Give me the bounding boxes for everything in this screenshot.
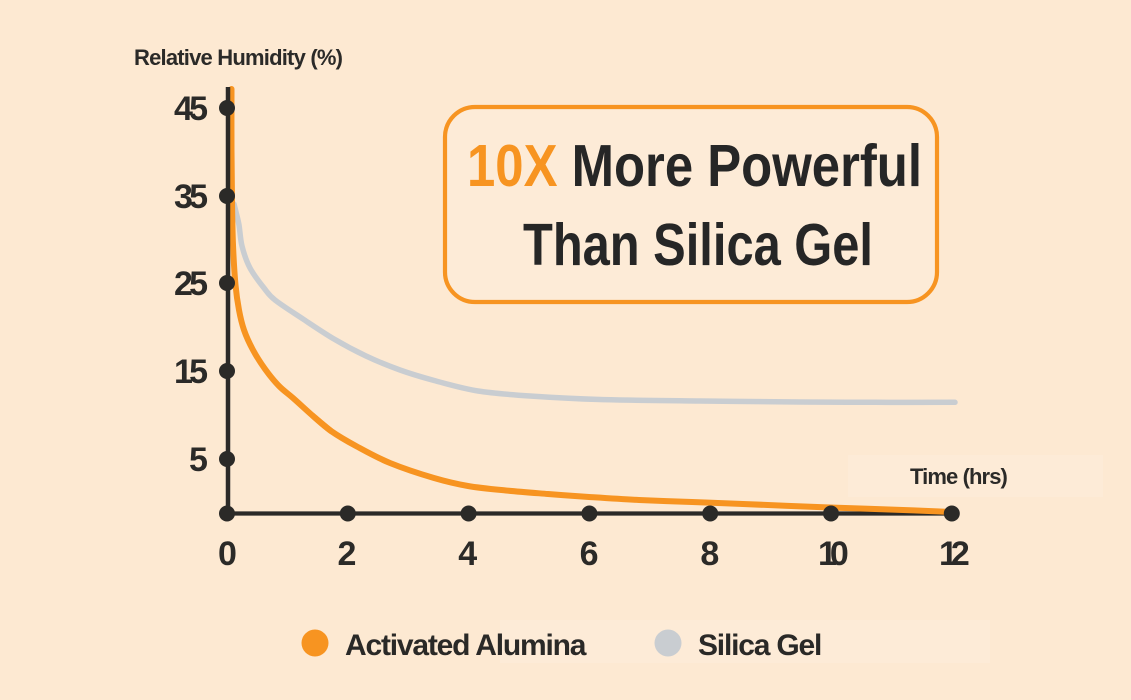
svg-text:15: 15 [174, 353, 208, 391]
svg-text:10X More Powerful: 10X More Powerful [467, 133, 922, 199]
svg-text:Relative Humidity (%): Relative Humidity (%) [134, 45, 343, 70]
svg-text:0: 0 [218, 535, 237, 573]
svg-text:2: 2 [338, 535, 357, 573]
svg-text:6: 6 [580, 535, 599, 573]
svg-text:25: 25 [174, 265, 208, 303]
svg-text:Than Silica Gel: Than Silica Gel [523, 212, 873, 278]
svg-text:8: 8 [700, 535, 719, 573]
svg-text:4: 4 [458, 535, 477, 573]
svg-text:45: 45 [174, 90, 208, 128]
svg-text:5: 5 [189, 441, 208, 479]
svg-text:Silica Gel: Silica Gel [698, 629, 821, 662]
svg-text:Activated Alumina: Activated Alumina [345, 629, 587, 662]
svg-text:Time (hrs): Time (hrs) [910, 464, 1008, 489]
svg-text:35: 35 [174, 178, 208, 216]
